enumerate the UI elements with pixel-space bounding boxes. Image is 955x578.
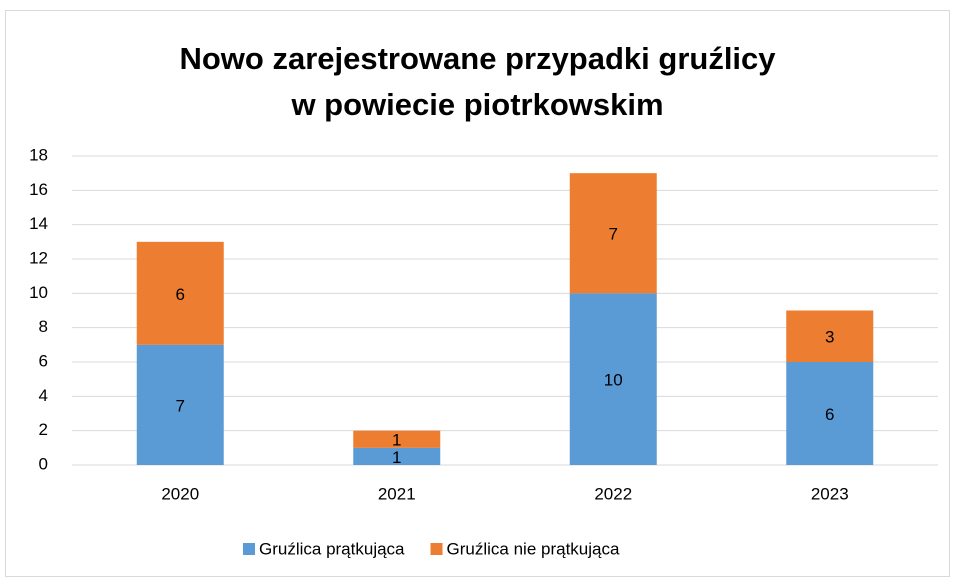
y-tick-label: 10 [29,283,48,302]
data-label: 3 [825,328,834,347]
data-label: 1 [392,448,401,467]
bar-segment [136,241,224,345]
bar-segment [786,362,874,465]
data-label: 1 [392,431,401,450]
y-tick-label: 8 [39,317,48,336]
y-tick-label: 16 [29,180,48,199]
y-tick-label: 2 [39,420,48,439]
y-tick-label: 0 [39,454,48,473]
legend-label: Gruźlica nie prątkująca [447,539,620,558]
x-tick-label: 2022 [594,484,632,503]
legend-label: Gruźlica prątkująca [259,539,405,558]
y-tick-label: 18 [29,145,48,164]
data-label: 7 [609,225,618,244]
bar-segment [569,173,657,294]
bar-segment [353,430,441,448]
x-tick-label: 2023 [811,484,849,503]
legend-swatch [430,543,443,555]
data-label: 6 [825,405,834,424]
bar-segment [569,293,657,465]
x-tick-label: 2020 [161,484,199,503]
y-tick-label: 6 [39,351,48,370]
y-tick-label: 14 [29,214,48,233]
data-label: 10 [604,371,623,390]
bar-segment [136,344,224,465]
legend-swatch [243,543,255,555]
x-tick-label: 2021 [378,484,416,503]
bar-segment [353,447,441,465]
y-tick-label: 4 [39,386,48,405]
bar-segment [786,310,874,362]
chart-title: Nowo zarejestrowane przypadki gruźlicy w… [179,41,776,122]
y-tick-label: 12 [29,248,48,267]
data-label: 6 [176,285,185,304]
data-label: 7 [176,396,185,415]
